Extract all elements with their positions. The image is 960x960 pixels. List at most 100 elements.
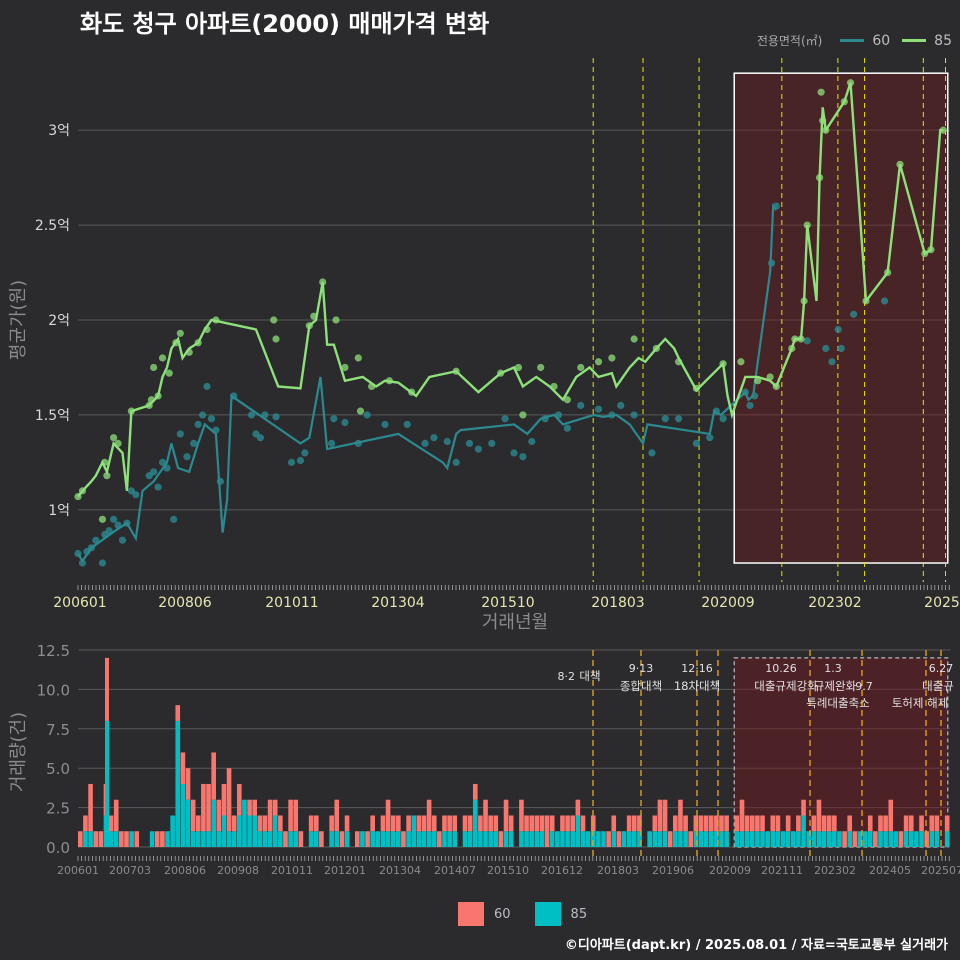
legend-label-85: 85	[934, 32, 952, 49]
bar-60	[160, 831, 165, 847]
bar-60	[124, 831, 129, 847]
bar-85	[847, 831, 853, 847]
bar-85	[714, 831, 719, 847]
bar-85	[826, 831, 832, 847]
bar-85	[837, 831, 842, 847]
point-60	[474, 445, 483, 453]
bar-60	[108, 815, 114, 832]
bar-85	[221, 815, 227, 847]
bar-60	[580, 815, 586, 832]
bar-60	[719, 815, 724, 832]
bar-60	[924, 831, 929, 847]
point-60	[828, 358, 836, 366]
bar-60	[201, 783, 206, 832]
bar-60	[185, 768, 191, 800]
point-85	[514, 363, 523, 372]
bar-85	[652, 831, 658, 847]
bar-60	[821, 815, 827, 832]
bar-85	[555, 831, 560, 847]
bar-60	[354, 831, 360, 847]
bar-85	[570, 831, 576, 847]
bar-85	[662, 831, 668, 847]
bar-85	[816, 831, 822, 847]
bar-85	[524, 831, 529, 847]
bar-x-tick-label: 201304	[379, 864, 421, 877]
bar-60	[544, 815, 550, 847]
bar-85	[478, 831, 483, 847]
point-60	[190, 439, 198, 448]
bar-85	[878, 831, 883, 847]
bar-60	[898, 831, 904, 847]
bar-60	[662, 799, 668, 832]
bar-60	[724, 815, 729, 832]
bar-60	[498, 831, 504, 847]
bar-60	[252, 799, 258, 816]
bar-60	[467, 815, 473, 832]
point-60	[692, 439, 701, 448]
point-85	[109, 434, 118, 442]
bar-85	[565, 831, 570, 847]
bar-60	[708, 815, 714, 832]
bar-85	[539, 831, 545, 847]
point-85	[817, 88, 825, 96]
policy-label: 18차대책	[674, 679, 720, 693]
point-60	[880, 297, 889, 305]
bar-85	[108, 831, 114, 847]
bar-60	[257, 815, 263, 832]
bar-85	[580, 831, 586, 847]
bar-60	[452, 815, 458, 832]
bar-60	[390, 815, 396, 832]
bar-60	[832, 815, 837, 832]
bar-85	[267, 831, 273, 847]
bar-85	[934, 831, 940, 847]
bar-85	[149, 831, 155, 847]
point-60	[577, 401, 585, 410]
bar-60	[657, 799, 663, 832]
bar-85	[190, 831, 196, 847]
bar-85	[185, 799, 191, 847]
bar-60	[175, 705, 181, 721]
point-85	[341, 363, 349, 372]
bar-x-tick-label: 202009	[709, 864, 751, 877]
bar-60	[606, 831, 611, 847]
legend-label-60: 60	[872, 32, 891, 49]
bar-60	[221, 783, 227, 816]
bar-85	[611, 831, 617, 847]
bar-85	[929, 831, 935, 847]
bar-60	[503, 799, 509, 832]
point-60	[519, 453, 527, 461]
bar-85	[503, 831, 509, 847]
bar-60	[565, 815, 570, 832]
bar-60	[334, 799, 340, 832]
bar-60	[237, 783, 242, 816]
legend-item-85: 85	[902, 33, 952, 49]
bar-60	[688, 831, 694, 847]
legend-bottom: 60 85	[458, 902, 601, 926]
point-60	[706, 434, 714, 442]
bar-60	[483, 799, 488, 832]
bar-85	[105, 720, 109, 847]
bar-85	[262, 831, 268, 847]
bar-60	[888, 799, 894, 832]
bar-85	[426, 831, 432, 847]
bar-85	[493, 831, 499, 847]
bar-60	[493, 815, 499, 832]
point-60	[719, 415, 727, 423]
policy-label: 종합대책	[620, 679, 662, 693]
point-85	[158, 354, 167, 362]
bar-85	[175, 720, 181, 847]
bar-85	[657, 831, 663, 847]
bar-85	[790, 831, 796, 847]
bar-85	[857, 831, 863, 847]
bar-85	[272, 815, 278, 847]
bar-85	[534, 831, 540, 847]
x-tick-label: 201011	[265, 595, 318, 611]
bar-85	[313, 831, 319, 847]
bar-85	[396, 831, 401, 847]
bar-85	[862, 831, 868, 847]
bar-60	[560, 815, 565, 832]
bar-85	[780, 831, 786, 847]
bar-85	[329, 831, 334, 847]
bar-85	[83, 831, 88, 847]
point-60	[158, 458, 167, 466]
